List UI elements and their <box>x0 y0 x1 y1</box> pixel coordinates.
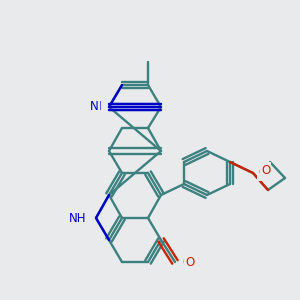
Text: NH: NH <box>68 212 86 224</box>
Text: O: O <box>261 164 270 176</box>
Text: NH: NH <box>69 212 87 224</box>
Text: O: O <box>182 256 192 268</box>
Text: N: N <box>90 100 99 113</box>
Text: N: N <box>93 100 101 113</box>
Text: O: O <box>258 167 268 179</box>
Text: O: O <box>185 256 194 268</box>
